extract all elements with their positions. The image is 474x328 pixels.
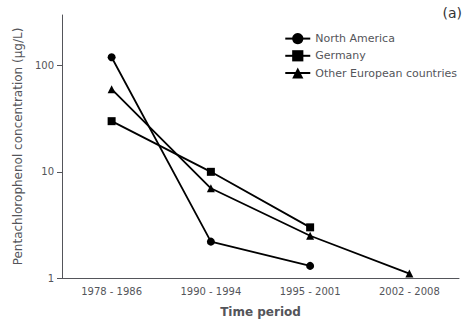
svg-text:Other European countries: Other European countries	[315, 67, 457, 80]
svg-text:100: 100	[35, 60, 54, 71]
svg-text:2002 - 2008: 2002 - 2008	[379, 286, 440, 297]
svg-text:1: 1	[48, 273, 54, 284]
svg-text:(a): (a)	[442, 5, 462, 21]
svg-text:1978 - 1986: 1978 - 1986	[81, 286, 142, 297]
svg-text:Time period: Time period	[220, 305, 301, 319]
svg-text:10: 10	[41, 166, 54, 177]
svg-text:Germany: Germany	[315, 49, 366, 62]
svg-text:1990 - 1994: 1990 - 1994	[180, 286, 241, 297]
svg-text:1995 - 2001: 1995 - 2001	[280, 286, 341, 297]
svg-text:North America: North America	[315, 32, 395, 45]
svg-text:Pentachlorophenol concentratio: Pentachlorophenol concentration (μg/L)	[11, 28, 25, 266]
